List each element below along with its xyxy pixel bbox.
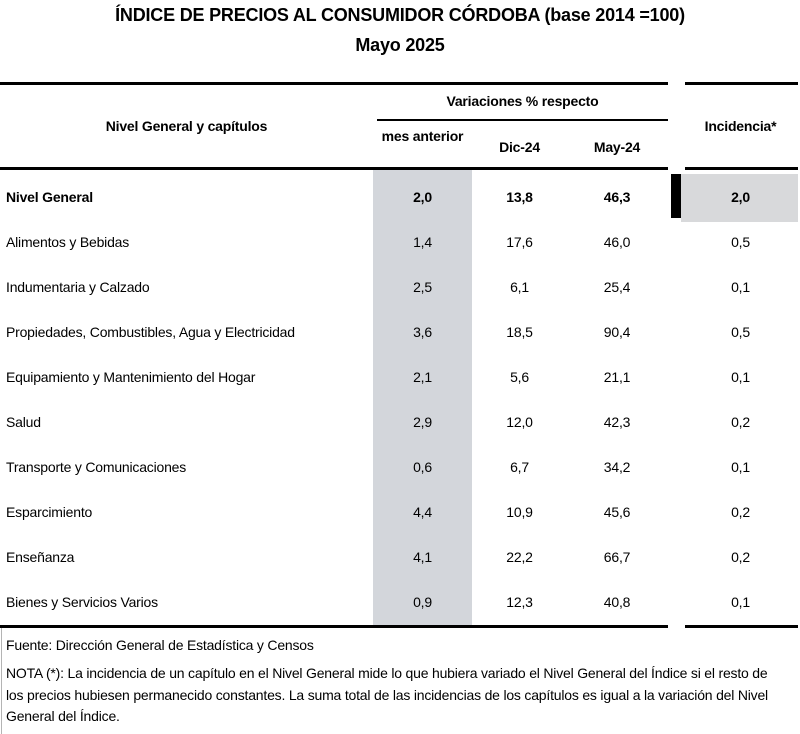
- value-incidencia: 0,2: [731, 549, 750, 565]
- value-incidencia: 2,0: [731, 189, 750, 205]
- value-mes-anterior: 4,1: [413, 549, 432, 565]
- column-header-mes-anterior: mes anterior: [381, 128, 464, 144]
- table-row: Enseñanza 4,1 22,2 66,7 0,2: [0, 535, 800, 580]
- table-body: Nivel General 2,0 13,8 46,3 2,0 Alimento…: [0, 175, 800, 625]
- row-label: Transporte y Comunicaciones: [6, 459, 187, 475]
- value-dic24: 6,1: [510, 279, 529, 295]
- page-subtitle: Mayo 2025: [355, 35, 445, 55]
- value-mes-anterior: 0,6: [413, 459, 432, 475]
- row-label: Enseñanza: [6, 549, 75, 565]
- row-label: Nivel General: [6, 189, 93, 205]
- value-mes-anterior: 1,4: [413, 234, 432, 250]
- value-mes-anterior: 3,6: [413, 324, 432, 340]
- incidencia-top-border: [685, 82, 798, 85]
- value-mes-anterior: 2,1: [413, 369, 432, 385]
- value-mes-anterior: 4,4: [413, 504, 432, 520]
- value-may24: 66,7: [603, 549, 631, 565]
- table-row: Nivel General 2,0 13,8 46,3 2,0: [0, 175, 800, 220]
- value-incidencia: 0,1: [731, 279, 750, 295]
- value-may24: 42,3: [603, 414, 631, 430]
- value-dic24: 12,0: [506, 414, 533, 430]
- table-row: Equipamiento y Mantenimiento del Hogar 2…: [0, 355, 800, 400]
- value-incidencia: 0,1: [731, 594, 750, 610]
- value-dic24: 10,9: [506, 504, 533, 520]
- value-incidencia: 0,2: [731, 504, 750, 520]
- column-header-categories: Nivel General y capítulos: [105, 118, 268, 134]
- value-dic24: 13,8: [506, 189, 533, 205]
- value-may24: 46,0: [603, 234, 631, 250]
- value-mes-anterior: 2,5: [413, 279, 432, 295]
- value-dic24: 17,6: [506, 234, 533, 250]
- incidencia-bottom-border: [685, 625, 798, 628]
- table-row: Transporte y Comunicaciones 0,6 6,7 34,2…: [0, 445, 800, 490]
- group-header-underline: [377, 119, 668, 121]
- column-header-may24: May-24: [593, 139, 641, 155]
- value-incidencia: 0,2: [731, 414, 750, 430]
- value-may24: 46,3: [603, 189, 631, 205]
- value-incidencia: 0,1: [731, 459, 750, 475]
- column-header-dic24: Dic-24: [499, 139, 540, 155]
- value-may24: 21,1: [603, 369, 631, 385]
- value-dic24: 22,2: [506, 549, 533, 565]
- value-may24: 34,2: [603, 459, 631, 475]
- value-incidencia: 0,1: [731, 369, 750, 385]
- row-label: Indumentaria y Calzado: [6, 279, 150, 295]
- row-label: Bienes y Servicios Varios: [6, 594, 158, 610]
- incidencia-highlight-bar: [671, 174, 681, 218]
- mes-anterior-column-shading: [373, 170, 472, 625]
- note-text: NOTA (*): La incidencia de un capítulo e…: [6, 665, 768, 724]
- value-may24: 25,4: [603, 279, 631, 295]
- column-header-incidencia: Incidencia*: [704, 118, 777, 134]
- table-row: Salud 2,9 12,0 42,3 0,2: [0, 400, 800, 445]
- value-mes-anterior: 2,9: [413, 414, 432, 430]
- value-dic24: 5,6: [510, 369, 529, 385]
- value-dic24: 6,7: [510, 459, 529, 475]
- value-mes-anterior: 0,9: [413, 594, 432, 610]
- value-may24: 90,4: [603, 324, 631, 340]
- value-dic24: 18,5: [506, 324, 533, 340]
- incidencia-header-bottom-border: [685, 167, 798, 170]
- row-label: Equipamiento y Mantenimiento del Hogar: [6, 369, 256, 385]
- table-row: Indumentaria y Calzado 2,5 6,1 25,4 0,1: [0, 265, 800, 310]
- value-mes-anterior: 2,0: [413, 189, 432, 205]
- group-header-variaciones: Variaciones % respecto: [446, 93, 599, 109]
- footer-left-hairline: [1, 628, 2, 734]
- page-title: ÍNDICE DE PRECIOS AL CONSUMIDOR CÓRDOBA …: [115, 5, 685, 25]
- table-row: Bienes y Servicios Varios 0,9 12,3 40,8 …: [0, 580, 800, 625]
- row-label: Alimentos y Bebidas: [6, 234, 130, 250]
- table-row: Esparcimiento 4,4 10,9 45,6 0,2: [0, 490, 800, 535]
- table-row: Alimentos y Bebidas 1,4 17,6 46,0 0,5: [0, 220, 800, 265]
- incidencia-highlight-cell: [681, 174, 798, 222]
- value-incidencia: 0,5: [731, 324, 750, 340]
- row-label: Propiedades, Combustibles, Agua y Electr…: [6, 324, 295, 340]
- table-bottom-border: [0, 625, 668, 628]
- table-top-border: [0, 82, 668, 85]
- header-bottom-border: [0, 167, 668, 170]
- value-may24: 40,8: [603, 594, 631, 610]
- row-label: Esparcimiento: [6, 504, 93, 520]
- value-incidencia: 0,5: [731, 234, 750, 250]
- value-may24: 45,6: [603, 504, 631, 520]
- table-row: Propiedades, Combustibles, Agua y Electr…: [0, 310, 800, 355]
- value-dic24: 12,3: [506, 594, 533, 610]
- row-label: Salud: [6, 414, 41, 430]
- source-line: Fuente: Dirección General de Estadística…: [6, 637, 314, 653]
